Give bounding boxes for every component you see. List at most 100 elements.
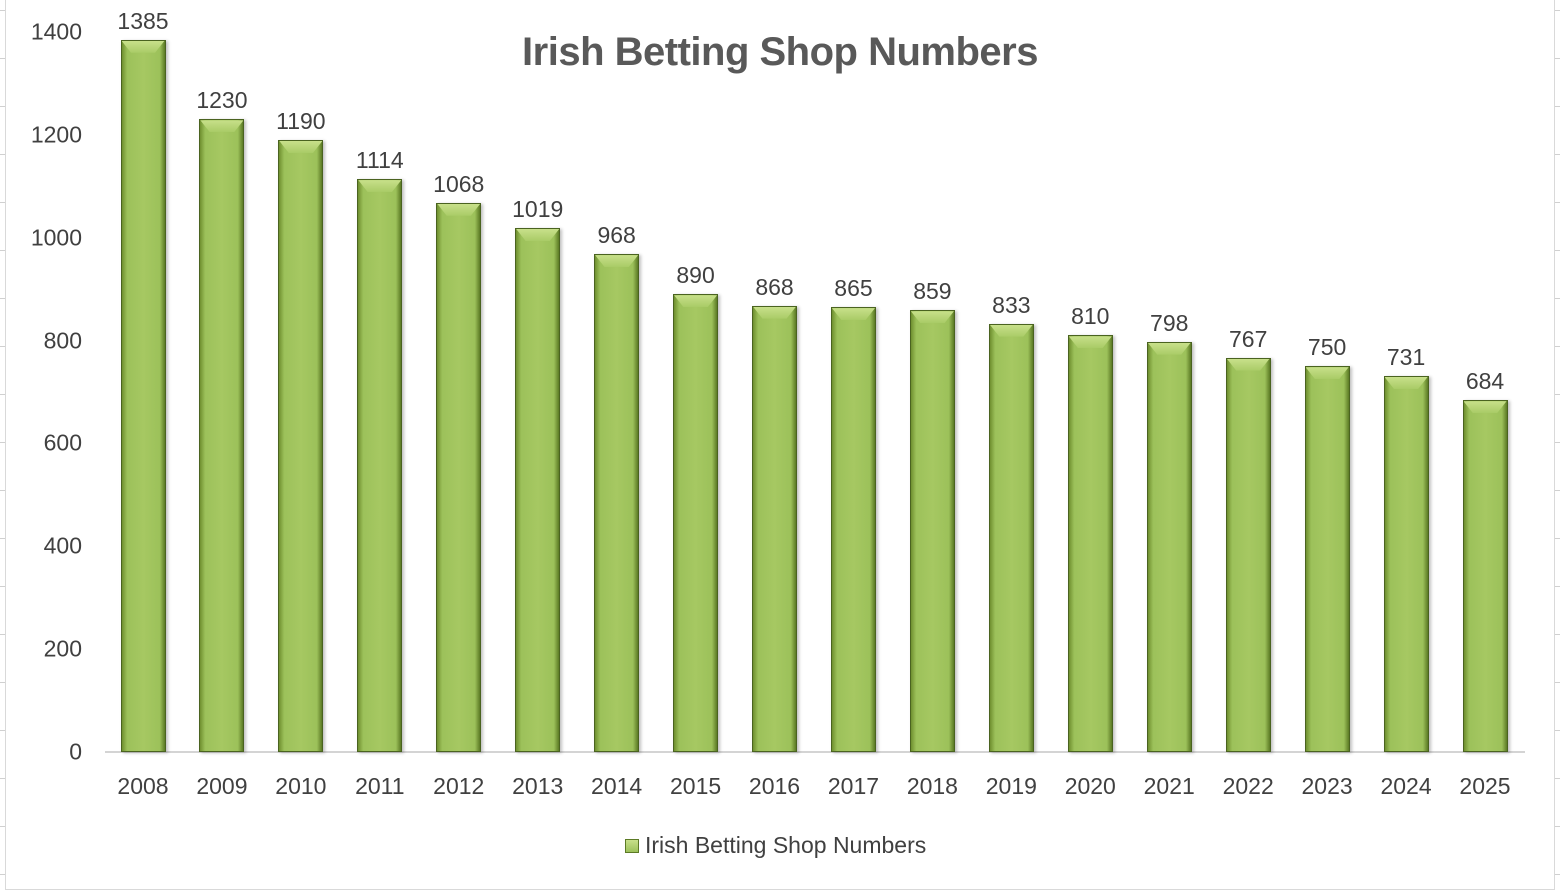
bar[interactable] bbox=[436, 202, 482, 752]
bar-bevel bbox=[910, 311, 954, 324]
bar[interactable] bbox=[1067, 335, 1113, 752]
data-label: 833 bbox=[992, 291, 1031, 318]
data-label: 1230 bbox=[196, 87, 248, 114]
x-tick-label: 2012 bbox=[433, 773, 485, 799]
x-tick-label: 2022 bbox=[1222, 773, 1274, 799]
bar[interactable] bbox=[594, 254, 640, 752]
bar[interactable] bbox=[988, 323, 1034, 752]
data-label: 968 bbox=[597, 222, 636, 249]
bar[interactable] bbox=[515, 227, 561, 752]
sheet-gridline bbox=[0, 394, 5, 395]
bar-bevel bbox=[831, 308, 875, 321]
bar[interactable] bbox=[1383, 376, 1429, 752]
data-label: 1190 bbox=[276, 108, 326, 134]
data-label: 890 bbox=[676, 262, 715, 289]
bar[interactable] bbox=[830, 307, 876, 752]
bar[interactable] bbox=[1146, 341, 1192, 752]
bar[interactable] bbox=[120, 39, 166, 752]
x-tick-label: 2021 bbox=[1143, 773, 1195, 799]
x-tick-label: 2008 bbox=[117, 773, 169, 799]
y-tick-label: 0 bbox=[69, 738, 82, 765]
data-label: 1068 bbox=[433, 170, 485, 197]
sheet-gridline bbox=[0, 298, 5, 299]
bar-bevel bbox=[1068, 336, 1112, 349]
sheet-gridline bbox=[1555, 442, 1560, 443]
data-label: 767 bbox=[1228, 325, 1268, 352]
sheet-gridline bbox=[0, 346, 5, 347]
sheet-gridline bbox=[0, 442, 5, 443]
data-label: 750 bbox=[1307, 334, 1347, 361]
data-label: 859 bbox=[913, 278, 952, 305]
bar[interactable] bbox=[752, 305, 798, 752]
x-tick-label: 2010 bbox=[275, 773, 327, 799]
bar-bevel bbox=[121, 40, 165, 53]
sheet-gridline bbox=[0, 490, 5, 491]
data-label: 868 bbox=[755, 273, 794, 300]
x-tick-label: 2011 bbox=[355, 773, 405, 799]
bar[interactable] bbox=[278, 140, 324, 752]
sheet-gridline bbox=[1555, 298, 1560, 299]
sheet-gridline bbox=[1555, 634, 1560, 635]
sheet-gridline bbox=[1555, 730, 1560, 731]
bar-bevel bbox=[437, 203, 481, 216]
legend: Irish Betting Shop Numbers bbox=[625, 832, 926, 859]
sheet-gridline bbox=[1555, 10, 1560, 11]
sheet-gridline bbox=[0, 10, 5, 11]
sheet-gridline bbox=[0, 250, 5, 251]
sheet-gridline bbox=[0, 778, 5, 779]
x-tick-label: 2023 bbox=[1301, 773, 1353, 799]
sheet-gridline bbox=[1555, 106, 1560, 107]
bar[interactable] bbox=[357, 179, 403, 752]
bar-bevel bbox=[595, 255, 639, 268]
x-tick-label: 2025 bbox=[1459, 773, 1511, 799]
data-label: 1019 bbox=[512, 195, 564, 222]
bar-bevel bbox=[358, 180, 402, 193]
bar[interactable] bbox=[1304, 366, 1350, 752]
data-label: 684 bbox=[1465, 368, 1505, 395]
sheet-gridline bbox=[1555, 778, 1560, 779]
sheet-gridline bbox=[0, 538, 5, 539]
bar-bevel bbox=[1226, 358, 1270, 371]
y-tick-label: 600 bbox=[43, 429, 82, 456]
data-label: 865 bbox=[834, 275, 873, 302]
sheet-gridline bbox=[1555, 154, 1560, 155]
data-label: 810 bbox=[1071, 303, 1110, 330]
bar[interactable] bbox=[673, 294, 719, 752]
y-tick-label: 1400 bbox=[30, 18, 82, 45]
sheet-gridline bbox=[0, 634, 5, 635]
sheet-gridline bbox=[1555, 490, 1560, 491]
sheet-gridline bbox=[1555, 538, 1560, 539]
data-label: 798 bbox=[1150, 309, 1189, 336]
bar[interactable] bbox=[1462, 400, 1508, 752]
x-axis-line bbox=[105, 751, 1525, 753]
data-label: 1114 bbox=[355, 147, 404, 174]
sheet-gridline bbox=[0, 586, 5, 587]
sheet-gridline bbox=[0, 58, 5, 59]
bar-bevel bbox=[279, 141, 323, 153]
y-tick-label: 800 bbox=[43, 327, 82, 354]
x-tick-label: 2015 bbox=[669, 773, 722, 799]
x-tick-label: 2014 bbox=[591, 773, 643, 799]
bar-bevel bbox=[1147, 342, 1191, 355]
bar-bevel bbox=[516, 228, 560, 241]
bar-bevel bbox=[989, 324, 1033, 337]
x-tick-label: 2016 bbox=[748, 773, 801, 799]
data-label: 731 bbox=[1386, 344, 1426, 371]
chart-area-border bbox=[5, 0, 1555, 890]
bar[interactable] bbox=[1225, 357, 1271, 752]
bar[interactable] bbox=[909, 310, 955, 752]
legend-swatch-icon bbox=[625, 838, 639, 853]
y-tick-label: 200 bbox=[43, 635, 82, 662]
bar-bevel bbox=[1463, 401, 1507, 414]
sheet-gridline bbox=[0, 202, 5, 203]
x-tick-label: 2019 bbox=[985, 773, 1037, 799]
sheet-gridline bbox=[0, 730, 5, 731]
legend-label: Irish Betting Shop Numbers bbox=[645, 832, 927, 858]
sheet-gridline bbox=[0, 826, 5, 827]
bar-bevel bbox=[1305, 367, 1349, 380]
x-tick-label: 2013 bbox=[512, 773, 564, 799]
bar[interactable] bbox=[199, 119, 245, 752]
y-tick-label: 1000 bbox=[30, 224, 82, 251]
bar-bevel bbox=[753, 306, 797, 319]
x-tick-label: 2024 bbox=[1380, 773, 1432, 799]
